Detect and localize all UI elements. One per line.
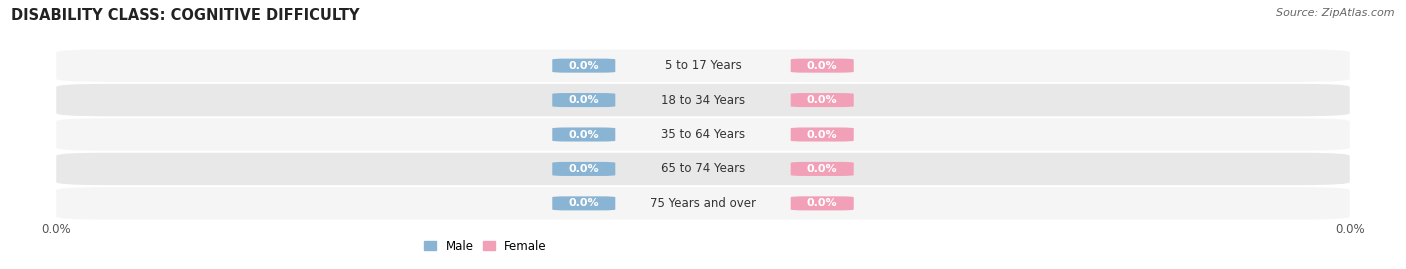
Text: 35 to 64 Years: 35 to 64 Years bbox=[661, 128, 745, 141]
Text: 65 to 74 Years: 65 to 74 Years bbox=[661, 162, 745, 175]
FancyBboxPatch shape bbox=[56, 84, 1350, 116]
FancyBboxPatch shape bbox=[553, 128, 616, 141]
FancyBboxPatch shape bbox=[790, 128, 853, 141]
Text: 75 Years and over: 75 Years and over bbox=[650, 197, 756, 210]
Text: 0.0%: 0.0% bbox=[568, 164, 599, 174]
Legend: Male, Female: Male, Female bbox=[425, 240, 547, 253]
Text: 0.0%: 0.0% bbox=[568, 198, 599, 208]
FancyBboxPatch shape bbox=[790, 93, 853, 107]
Text: 0.0%: 0.0% bbox=[807, 61, 838, 71]
FancyBboxPatch shape bbox=[553, 162, 616, 176]
Text: 0.0%: 0.0% bbox=[568, 95, 599, 105]
Text: 0.0%: 0.0% bbox=[807, 129, 838, 140]
Text: 5 to 17 Years: 5 to 17 Years bbox=[665, 59, 741, 72]
FancyBboxPatch shape bbox=[56, 187, 1350, 220]
FancyBboxPatch shape bbox=[553, 59, 616, 73]
FancyBboxPatch shape bbox=[56, 118, 1350, 151]
FancyBboxPatch shape bbox=[790, 162, 853, 176]
Text: 0.0%: 0.0% bbox=[807, 164, 838, 174]
FancyBboxPatch shape bbox=[790, 196, 853, 210]
FancyBboxPatch shape bbox=[56, 153, 1350, 185]
Text: 18 to 34 Years: 18 to 34 Years bbox=[661, 94, 745, 107]
Text: 0.0%: 0.0% bbox=[568, 61, 599, 71]
FancyBboxPatch shape bbox=[790, 59, 853, 73]
FancyBboxPatch shape bbox=[553, 93, 616, 107]
Text: 0.0%: 0.0% bbox=[807, 95, 838, 105]
FancyBboxPatch shape bbox=[553, 196, 616, 210]
Text: 0.0%: 0.0% bbox=[807, 198, 838, 208]
Text: DISABILITY CLASS: COGNITIVE DIFFICULTY: DISABILITY CLASS: COGNITIVE DIFFICULTY bbox=[11, 8, 360, 23]
Text: 0.0%: 0.0% bbox=[568, 129, 599, 140]
FancyBboxPatch shape bbox=[56, 49, 1350, 82]
Text: Source: ZipAtlas.com: Source: ZipAtlas.com bbox=[1277, 8, 1395, 18]
